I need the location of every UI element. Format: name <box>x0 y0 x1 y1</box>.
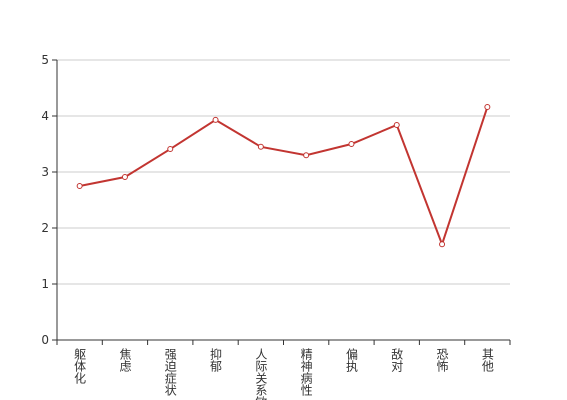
x-tick-label: 恐怖 <box>435 348 449 372</box>
x-tick-label: 人际关系敏感 <box>254 348 268 400</box>
point <box>303 152 310 159</box>
point <box>167 146 174 153</box>
x-tick-label: 强迫症状 <box>163 348 177 396</box>
y-tick-label: 4 <box>41 109 49 123</box>
x-tick-label: 其他 <box>480 348 494 372</box>
point <box>393 121 400 128</box>
line <box>79 106 489 248</box>
y-tick-label: 5 <box>41 53 49 67</box>
y-tick-label: 0 <box>41 333 49 347</box>
x-tick-label: 偏执 <box>344 347 358 373</box>
point <box>348 141 355 147</box>
point <box>257 143 264 150</box>
point <box>212 116 219 123</box>
y-tick-label: 2 <box>41 221 49 235</box>
x-tick-label: 敌对 <box>390 347 404 372</box>
x-tick-label: 抑郁 <box>209 347 223 373</box>
point <box>439 241 446 248</box>
x-tick-label: 躯体化 <box>73 347 87 385</box>
point <box>76 183 83 189</box>
point <box>121 174 128 181</box>
y-tick-label: 1 <box>41 277 49 291</box>
x-tick-label: 精神病性 <box>299 348 313 397</box>
x-tick-label: 焦虑 <box>118 348 132 372</box>
point <box>484 104 491 111</box>
y-tick-label: 3 <box>41 165 49 179</box>
